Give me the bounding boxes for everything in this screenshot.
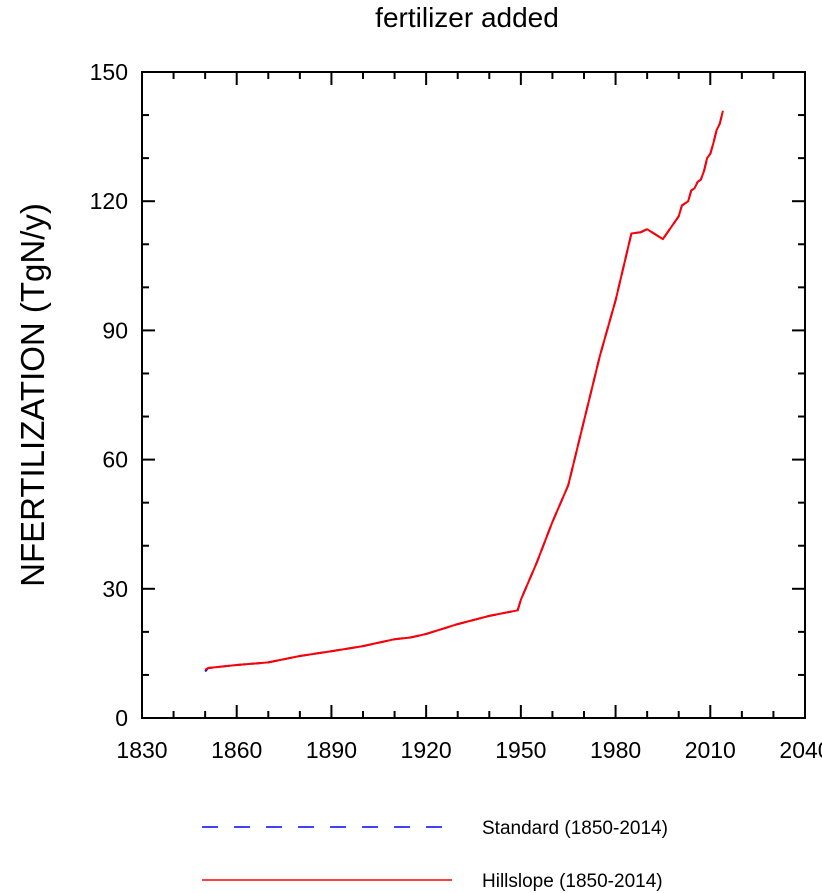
y-tick-label: 90: [102, 317, 128, 343]
x-tick-label: 1860: [211, 737, 262, 763]
y-tick-label: 60: [102, 447, 128, 473]
x-tick-label: 1890: [306, 737, 357, 763]
y-tick-label: 150: [90, 59, 128, 85]
legend: Standard (1850-2014) Hillslope (1850-2014…: [202, 818, 668, 892]
x-tick-label: 2010: [685, 737, 736, 763]
x-tick-label: 1980: [590, 737, 641, 763]
legend-label: Standard (1850-2014): [482, 818, 668, 839]
series-line-1: [204, 110, 724, 673]
series-line-2: [204, 110, 724, 671]
y-tick-label: 30: [102, 576, 128, 602]
y-tick-label: 120: [90, 188, 128, 214]
plot-frame: [141, 71, 806, 719]
plot-lines: [204, 110, 724, 673]
x-tick-label: 1920: [401, 737, 452, 763]
legend-label: Hillslope (1850-2014): [482, 871, 663, 892]
y-tick-label: 0: [115, 705, 128, 731]
x-tick-label: 1830: [116, 737, 167, 763]
chart-title: fertilizer added: [375, 2, 559, 33]
x-tick-label: 1950: [495, 737, 546, 763]
y-axis-label: NFERTILIZATION (TgN/y): [14, 203, 51, 587]
